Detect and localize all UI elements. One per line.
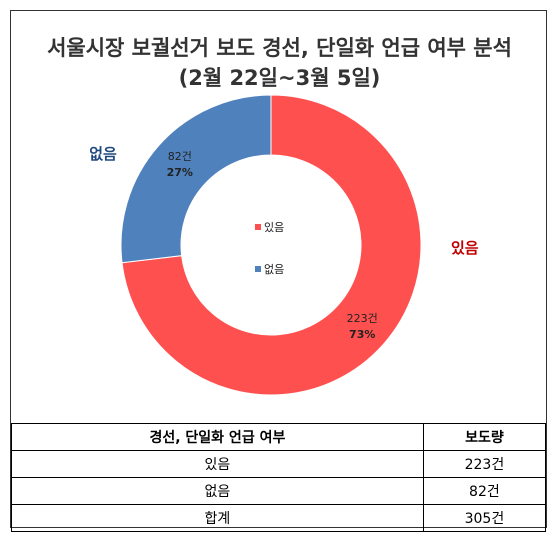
table-cell: 합계 bbox=[11, 504, 424, 532]
summary-table: 경선, 단일화 언급 여부 보도량 있음 223건 없음 82건 합계 305건 bbox=[11, 423, 547, 532]
table-row: 있음 223건 bbox=[11, 450, 547, 478]
chart-title: 서울시장 보궐선거 보도 경선, 단일화 언급 여부 분석 (2월 22일~3월… bbox=[11, 33, 548, 93]
legend-swatch bbox=[255, 266, 261, 272]
table-row: 합계 305건 bbox=[11, 504, 547, 532]
legend-label: 없음 bbox=[264, 263, 284, 276]
table-cell: 없음 bbox=[11, 477, 424, 505]
title-line-2: (2월 22일~3월 5일) bbox=[178, 66, 381, 90]
data-label-percent: 27% bbox=[167, 166, 193, 179]
table-row: 없음 82건 bbox=[11, 477, 547, 505]
table-cell: 223건 bbox=[422, 450, 547, 478]
legend-swatch bbox=[255, 224, 261, 230]
chart-frame: 서울시장 보궐선거 보도 경선, 단일화 언급 여부 분석 (2월 22일~3월… bbox=[10, 10, 548, 532]
data-label-count: 223건 bbox=[347, 312, 378, 325]
data-label-count: 82건 bbox=[168, 150, 192, 163]
donut-slice-no bbox=[120, 94, 272, 264]
title-line-1: 서울시장 보궐선거 보도 경선, 단일화 언급 여부 분석 bbox=[47, 36, 512, 60]
legend-label: 있음 bbox=[264, 221, 284, 234]
donut-slice-yes bbox=[121, 94, 422, 396]
header-mention: 경선, 단일화 언급 여부 bbox=[11, 423, 424, 451]
table-cell: 82건 bbox=[422, 477, 547, 505]
table-cell: 있음 bbox=[11, 450, 424, 478]
table-header-row: 경선, 단일화 언급 여부 보도량 bbox=[11, 423, 547, 451]
category-label: 없음 bbox=[89, 145, 117, 163]
category-label: 있음 bbox=[451, 239, 479, 257]
table-cell: 305건 bbox=[422, 504, 547, 532]
data-label-percent: 73% bbox=[349, 328, 375, 341]
header-count: 보도량 bbox=[422, 423, 547, 451]
